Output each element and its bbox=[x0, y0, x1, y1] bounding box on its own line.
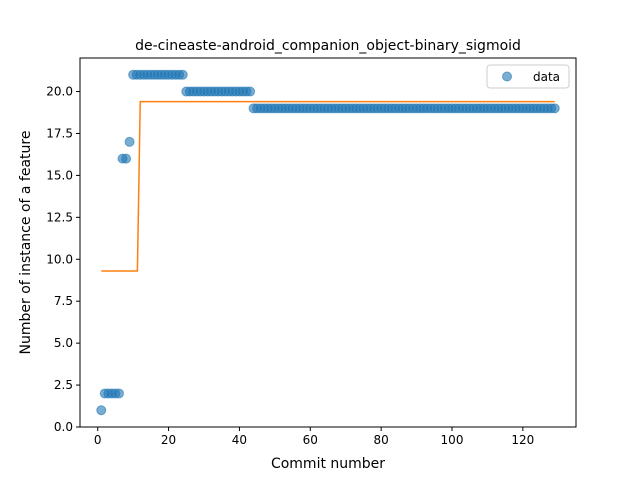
x-tick-label: 60 bbox=[303, 433, 318, 447]
data-point bbox=[121, 153, 132, 164]
y-axis: 0.0 2.5 5.0 7.5 10.0 12.5 15.0 17.5 20.0 bbox=[46, 85, 80, 434]
x-axis-label: Commit number bbox=[271, 456, 385, 472]
y-tick-label: 12.5 bbox=[46, 210, 73, 224]
y-tick-label: 15.0 bbox=[46, 168, 73, 182]
y-tick-label: 0.0 bbox=[54, 420, 73, 434]
y-tick-label: 20.0 bbox=[46, 85, 73, 99]
data-point bbox=[245, 86, 256, 97]
x-tick-label: 100 bbox=[441, 433, 464, 447]
plot-frame bbox=[79, 57, 577, 428]
legend-label-data: data bbox=[533, 70, 560, 84]
data-point bbox=[177, 69, 188, 80]
data-point bbox=[113, 388, 124, 399]
fit-line bbox=[101, 100, 555, 272]
plot-area bbox=[96, 69, 560, 416]
data-point bbox=[96, 405, 107, 416]
x-tick-label: 20 bbox=[161, 433, 176, 447]
x-tick-label: 120 bbox=[511, 433, 534, 447]
y-tick-label: 17.5 bbox=[46, 126, 73, 140]
y-tick-label: 7.5 bbox=[54, 294, 73, 308]
data-point bbox=[549, 103, 560, 114]
x-tick-label: 80 bbox=[374, 433, 389, 447]
y-axis-label: Number of instance of a feature bbox=[18, 131, 34, 355]
legend: data bbox=[486, 64, 570, 89]
chart-title: de-cineaste-android_companion_object-bin… bbox=[135, 38, 521, 54]
x-tick-label: 40 bbox=[232, 433, 247, 447]
legend-box bbox=[486, 64, 570, 89]
y-tick-label: 10.0 bbox=[46, 252, 73, 266]
legend-marker-data bbox=[502, 71, 512, 82]
x-axis: 0 20 40 60 80 100 120 bbox=[94, 427, 534, 447]
y-tick-label: 2.5 bbox=[54, 378, 73, 392]
x-tick-label: 0 bbox=[94, 433, 102, 447]
data-point bbox=[124, 136, 135, 147]
y-tick-label: 5.0 bbox=[54, 336, 73, 350]
